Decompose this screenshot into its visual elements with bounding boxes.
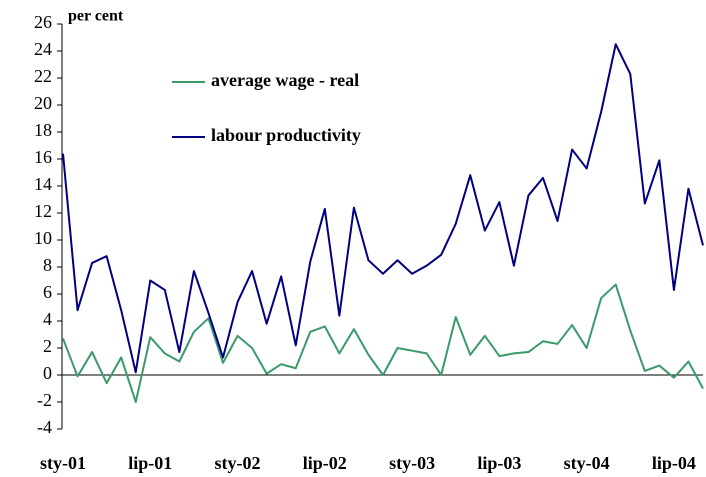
y-tick-label: 4 [43,309,52,329]
x-tick-label: sty-01 [40,453,86,473]
y-tick-label: 0 [43,363,52,383]
y-tick-label: 2 [43,336,52,356]
y-tick-label: 14 [34,174,52,194]
y-tick-label: 8 [43,255,52,275]
y-tick-label: 22 [34,66,52,86]
x-tick-label: sty-04 [564,453,610,473]
y-tick-label: 18 [34,120,52,140]
y-tick-label: 20 [34,93,52,113]
y-tick-label: 24 [34,39,52,59]
y-tick-label: -2 [37,390,52,410]
y-axis-label: per cent [68,8,124,25]
legend-label: labour productivity [211,125,361,145]
y-tick-label: 10 [34,228,52,248]
x-tick-label: lip-01 [128,453,172,473]
y-tick-label: 16 [34,147,52,167]
x-tick-label: sty-02 [215,453,261,473]
y-tick-label: 6 [43,282,52,302]
x-tick-label: lip-02 [303,453,347,473]
legend-label: average wage - real [211,70,359,90]
y-tick-label: 26 [34,12,52,32]
line-series [62,283,704,403]
y-tick-label: -4 [37,417,52,437]
line-series [62,43,704,374]
x-tick-label: lip-04 [652,453,696,473]
x-tick-label: lip-03 [477,453,521,473]
x-tick-label: sty-03 [389,453,435,473]
y-tick-label: 12 [34,201,52,221]
